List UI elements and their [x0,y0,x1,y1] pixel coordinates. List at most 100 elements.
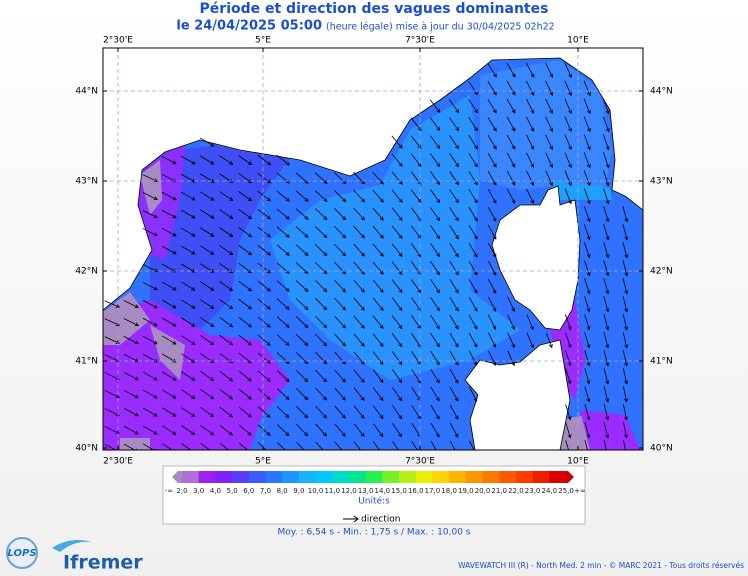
wave-arrow-head [605,290,610,295]
wave-arrow [295,226,309,238]
wave-arrow [487,134,497,150]
wave-arrow [219,299,233,309]
scale-segment [515,471,534,483]
wave-arrow [391,297,403,311]
wave-arrow-head [210,251,215,255]
wave-arrow [314,190,328,202]
wave-arrow [449,135,459,149]
wave-arrow-head [398,324,403,330]
wave-arrow [449,189,459,203]
wave-arrow-head [115,394,120,399]
wave-arrow [603,332,609,348]
wave-arrow [295,262,309,274]
wave-arrow [506,170,516,186]
wave-arrow-head [172,178,177,183]
wave-arrow-head [492,163,497,168]
wave-arrow [238,442,248,450]
wave-arrow-head [492,289,497,294]
wave-arrow [276,370,290,382]
scale-segment [348,471,367,483]
wave-arrow-head [417,325,422,330]
wave-arrow [276,406,290,418]
wave-arrow-head [549,181,553,187]
wave-arrow [161,317,177,327]
wave-arrow [334,297,346,311]
wave-arrow [123,443,136,450]
wave-arrow-head [436,253,440,258]
wave-arrow [257,424,271,436]
wave-arrow-head [153,214,158,219]
wave-arrow [449,332,459,348]
wave-arrow-head [341,396,346,401]
wave-arrow [622,278,628,294]
wave-arrow-head [435,433,440,438]
wave-arrow [372,441,380,450]
wave-arrow-head [379,234,384,239]
wave-arrow-head [304,396,309,401]
wave-arrow [506,62,516,78]
wave-arrow-head [567,434,572,439]
wave-arrow-head [605,218,610,223]
wave-arrow-head [228,395,234,400]
wave-arrow [161,335,177,345]
wave-arrow [123,371,139,381]
wave-arrow [219,245,233,255]
wave-arrow-head [191,286,196,291]
wave-arrow [161,281,177,291]
wave-arrow-head [605,182,610,187]
wave-arrow [238,298,252,310]
wave-arrow [276,388,290,400]
wave-arrow [219,281,233,291]
wave-arrow-head [153,412,158,417]
scale-segment [415,471,433,483]
wave-arrow [430,189,440,203]
wave-arrow-head [398,342,403,348]
wave-arrow [525,80,535,96]
wave-arrow [488,314,496,330]
wave-arrow-head [473,343,478,348]
wave-arrow [391,135,403,149]
logo-ifremer: Ifremer [52,540,143,574]
wave-arrow-head [191,250,196,255]
wave-arrow-head [191,341,196,345]
wave-arrow [180,245,196,255]
wave-arrow [334,369,346,383]
wave-arrow [584,422,590,438]
wave-arrow [391,189,403,203]
wave-arrow [564,62,572,78]
wave-arrow [372,405,384,419]
wave-arrow [161,227,177,237]
wave-arrow [468,117,478,131]
wave-arrow-head [153,394,158,399]
wave-arrow [181,407,195,417]
wave-arrow-head [436,289,440,294]
wave-arrow [391,243,403,257]
wave-arrow-head [455,163,459,168]
wave-arrow [410,153,422,167]
wave-arrow [430,333,440,347]
wave-arrow [142,425,158,435]
wave-arrow [565,404,571,420]
credits: WAVEWATCH III (R) - North Med. 2 min - ©… [458,561,744,570]
wave-arrow [487,152,497,168]
wave-arrow-head [398,252,403,257]
wave-arrow [161,156,177,164]
wave-arrow-head [605,326,610,331]
wave-arrow [219,406,233,418]
wave-arrow-head [511,91,516,96]
wave-arrow [104,426,120,434]
wave-arrow-head [568,199,572,205]
wave-arrow-head [361,180,366,185]
scale-segment [449,471,467,483]
wave-arrow-head [266,161,272,166]
wave-arrow [583,170,591,186]
wave-arrow [372,333,384,347]
wave-arrow-head [511,127,516,132]
wave-arrow-head [530,73,535,78]
wave-arrow [257,442,267,450]
wave-arrow-head [398,270,403,275]
wave-arrow [142,335,158,345]
wave-arrow-head [191,160,196,165]
wave-arrow [123,318,139,326]
lat-label: 42°N [650,267,673,277]
